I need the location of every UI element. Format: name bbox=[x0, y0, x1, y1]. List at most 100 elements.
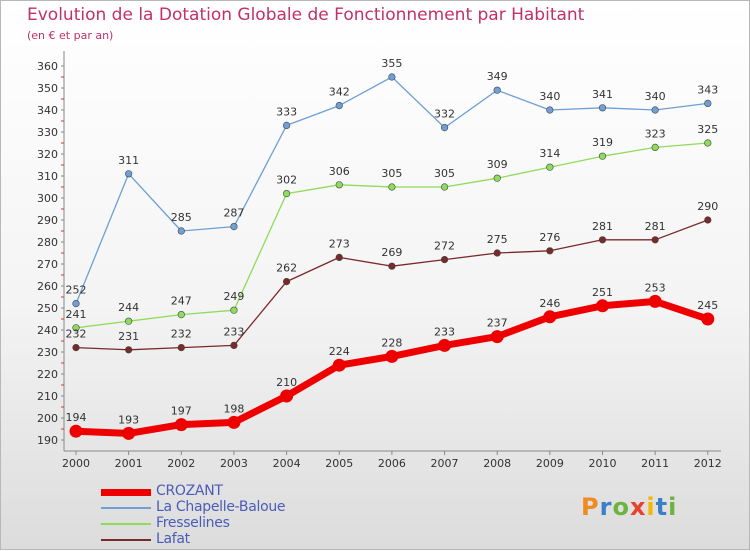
series-point bbox=[280, 389, 294, 403]
y-tick-label: 340 bbox=[37, 104, 58, 117]
data-label: 253 bbox=[645, 281, 666, 294]
series-point bbox=[493, 174, 501, 182]
series-point bbox=[651, 106, 659, 114]
data-label: 325 bbox=[697, 123, 718, 136]
data-label: 233 bbox=[223, 325, 244, 338]
data-label: 323 bbox=[645, 127, 666, 140]
legend-swatch bbox=[101, 507, 151, 509]
series-point bbox=[72, 300, 80, 308]
series-point bbox=[177, 311, 185, 319]
data-label: 210 bbox=[276, 376, 297, 389]
data-label: 281 bbox=[592, 220, 613, 233]
series-point bbox=[230, 341, 238, 350]
chart-subtitle: (en € et par an) bbox=[27, 29, 114, 42]
legend-swatch bbox=[101, 539, 151, 541]
x-tick-label: 2000 bbox=[62, 457, 90, 470]
logo-letter: i bbox=[646, 493, 656, 521]
data-label: 251 bbox=[592, 286, 613, 299]
data-label: 287 bbox=[223, 207, 244, 220]
series-point bbox=[440, 123, 449, 132]
y-tick-label: 280 bbox=[37, 236, 58, 249]
series-point bbox=[227, 415, 241, 429]
series-point bbox=[598, 104, 607, 112]
data-label: 231 bbox=[118, 330, 139, 343]
data-label: 232 bbox=[171, 328, 192, 341]
data-label: 311 bbox=[118, 154, 139, 167]
data-label: 252 bbox=[66, 284, 87, 297]
logo-letter: r bbox=[599, 493, 613, 521]
x-tick-label: 2007 bbox=[431, 457, 459, 470]
data-label: 340 bbox=[645, 90, 666, 103]
series-point bbox=[490, 330, 504, 344]
x-tick-label: 2004 bbox=[273, 457, 301, 470]
data-label: 319 bbox=[592, 136, 613, 149]
y-tick-label: 320 bbox=[37, 148, 58, 161]
series-point bbox=[546, 163, 554, 171]
series-point bbox=[385, 349, 399, 363]
data-label: 197 bbox=[171, 405, 192, 418]
x-tick-label: 2001 bbox=[115, 457, 143, 470]
series-point bbox=[543, 310, 557, 324]
data-label: 275 bbox=[487, 233, 508, 246]
data-label: 262 bbox=[276, 262, 297, 275]
series-point bbox=[546, 247, 554, 255]
data-label: 246 bbox=[539, 297, 560, 310]
y-tick-label: 270 bbox=[37, 258, 58, 271]
data-label: 305 bbox=[434, 167, 455, 180]
data-label: 333 bbox=[276, 105, 297, 118]
data-label: 281 bbox=[645, 220, 666, 233]
y-tick-label: 310 bbox=[37, 170, 58, 183]
data-label: 349 bbox=[487, 70, 508, 83]
y-tick-label: 220 bbox=[37, 368, 58, 381]
series-point bbox=[704, 216, 712, 224]
logo-letter: P bbox=[581, 493, 600, 521]
data-label: 305 bbox=[381, 167, 402, 180]
data-label: 244 bbox=[118, 301, 139, 314]
series-point bbox=[596, 299, 609, 313]
data-label: 224 bbox=[329, 345, 350, 358]
data-label: 228 bbox=[381, 336, 402, 349]
series-point bbox=[701, 312, 715, 326]
logo-letter: x bbox=[629, 493, 647, 521]
series-point bbox=[177, 227, 185, 235]
y-tick-label: 350 bbox=[37, 82, 58, 95]
series-point bbox=[283, 190, 291, 198]
series-point bbox=[332, 358, 346, 372]
series-point bbox=[651, 236, 659, 244]
data-label: 249 bbox=[223, 290, 244, 303]
series-point bbox=[493, 86, 501, 94]
data-label: 332 bbox=[434, 108, 455, 121]
data-label: 290 bbox=[697, 200, 718, 213]
data-label: 272 bbox=[434, 240, 455, 253]
x-tick-label: 2010 bbox=[589, 457, 617, 470]
data-label: 245 bbox=[697, 299, 718, 312]
x-tick-label: 2008 bbox=[483, 457, 511, 470]
y-tick-label: 360 bbox=[37, 60, 58, 73]
y-tick-label: 210 bbox=[37, 390, 58, 403]
data-label: 276 bbox=[539, 231, 560, 244]
series-point bbox=[335, 101, 343, 110]
x-tick-label: 2009 bbox=[536, 457, 564, 470]
data-label: 340 bbox=[539, 90, 560, 103]
series-point bbox=[388, 73, 396, 81]
y-tick-label: 200 bbox=[37, 412, 58, 425]
series-point bbox=[72, 344, 80, 352]
y-tick-label: 290 bbox=[37, 214, 58, 227]
legend-swatch bbox=[101, 489, 151, 496]
data-label: 232 bbox=[66, 328, 87, 341]
data-label: 306 bbox=[329, 165, 350, 178]
logo-letter: i bbox=[668, 493, 678, 521]
series-point bbox=[388, 262, 396, 270]
legend-label: CROZANT bbox=[156, 483, 223, 499]
series-point bbox=[704, 99, 712, 107]
data-label: 314 bbox=[539, 147, 560, 160]
series-point bbox=[72, 324, 80, 332]
y-tick-label: 250 bbox=[37, 302, 58, 315]
x-tick-label: 2011 bbox=[641, 457, 669, 470]
x-tick-label: 2002 bbox=[167, 457, 195, 470]
series-point bbox=[174, 418, 188, 432]
data-label: 233 bbox=[434, 325, 455, 338]
data-label: 269 bbox=[381, 246, 402, 259]
y-tick-label: 240 bbox=[37, 324, 58, 337]
